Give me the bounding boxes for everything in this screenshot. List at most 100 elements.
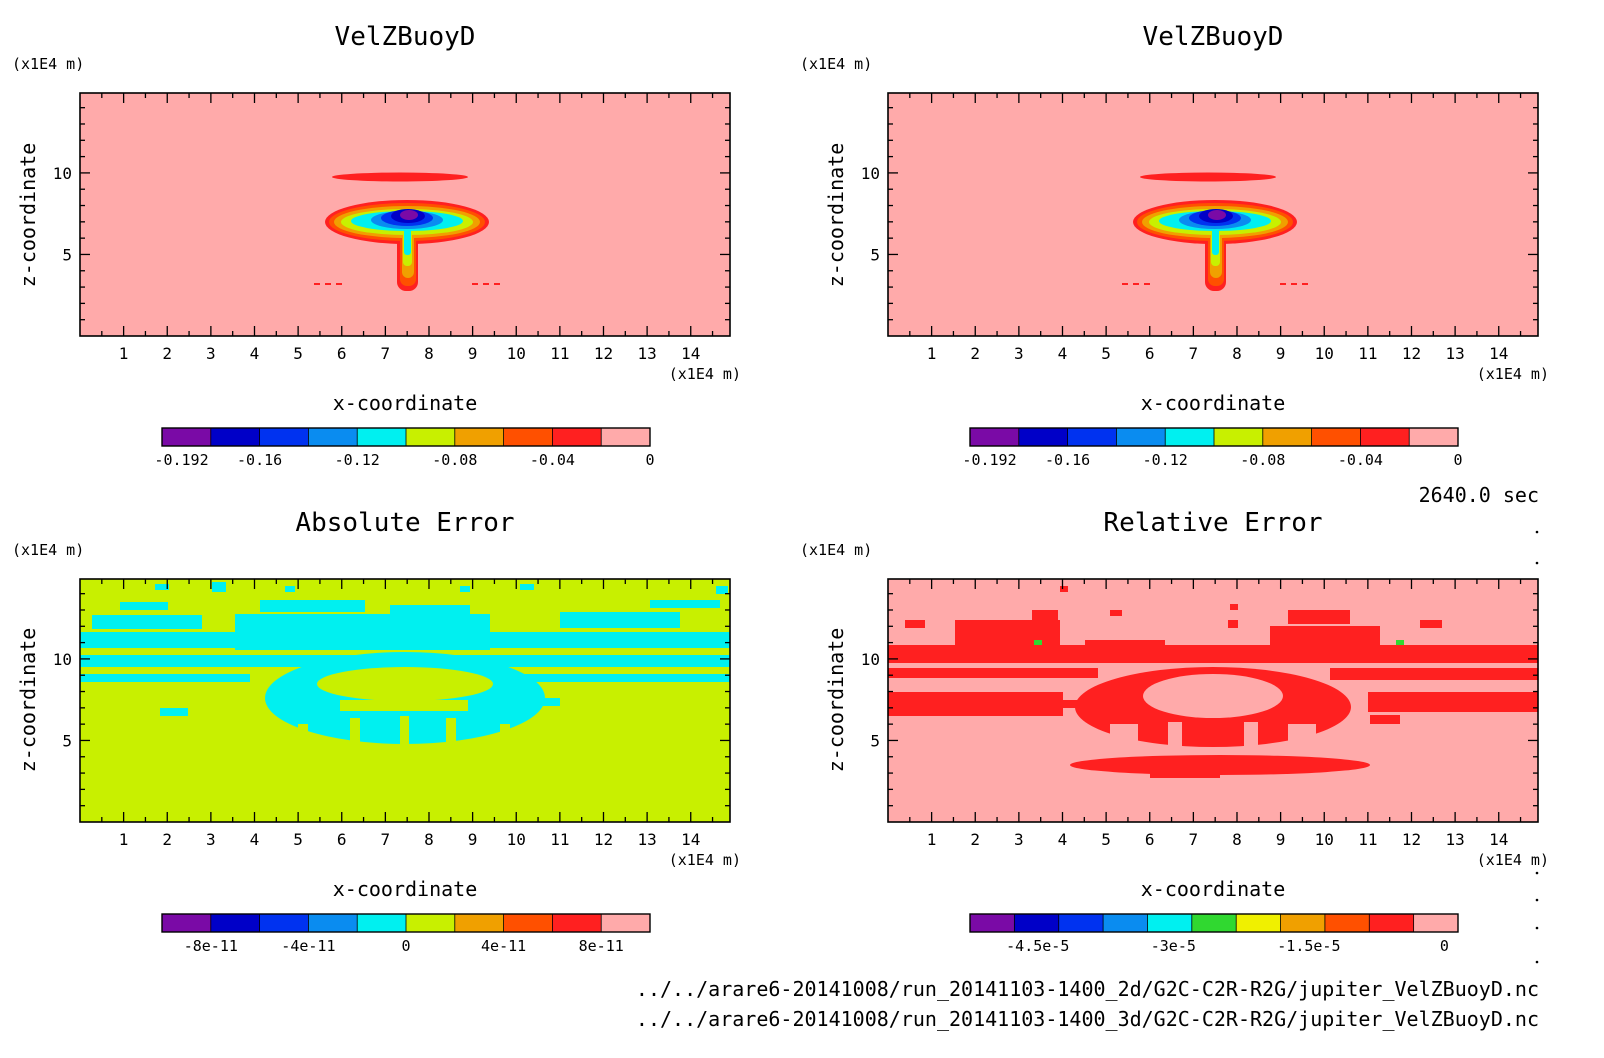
colorbar: -0.192 -0.16 -0.12 -0.08 -0.04 0 <box>962 427 1463 469</box>
y-unit-label: (x1E4 m) <box>12 55 84 73</box>
error-region <box>1110 610 1122 616</box>
dot <box>1535 898 1539 902</box>
ticks <box>80 579 730 822</box>
colorbar-swatch <box>552 914 602 932</box>
x-tick-label: 4 <box>1058 344 1068 363</box>
colorbar-label: 0 <box>401 937 410 955</box>
colorbar: -4.5e-5 -3e-5 -1.5e-5 0 <box>969 913 1459 955</box>
error-region <box>350 718 360 744</box>
plot-frame <box>887 92 1539 337</box>
colorbar-label: -0.12 <box>1143 451 1188 469</box>
time-label: 2640.0 sec <box>1419 483 1539 507</box>
x-tick-label: 14 <box>1489 830 1508 849</box>
x-tick-label: 3 <box>1014 830 1024 849</box>
colorbar-label: 0 <box>1453 451 1462 469</box>
error-region <box>80 674 250 682</box>
x-tick-label: 11 <box>550 344 569 363</box>
colorbar-label: 8e-11 <box>579 937 624 955</box>
error-region <box>1420 620 1442 628</box>
panel-relative-error: Relative Error (x1E4 m) <box>800 508 1549 955</box>
colorbar-label: 4e-11 <box>481 937 526 955</box>
x-unit-label: (x1E4 m) <box>669 365 741 383</box>
colorbar-swatch <box>406 914 456 932</box>
error-region <box>888 692 1063 716</box>
error-region <box>212 582 226 592</box>
colorbar-swatch <box>1360 428 1410 446</box>
x-tick-labels: 1 2 3 4 5 6 7 8 9 10 11 12 13 14 <box>119 830 701 849</box>
x-tick-label: 9 <box>468 344 478 363</box>
x-tick-labels: 1 2 3 4 5 6 7 8 9 10 11 12 13 14 <box>927 344 1509 363</box>
error-region <box>285 586 295 592</box>
error-region <box>1085 640 1165 650</box>
error-region <box>955 620 1060 646</box>
colorbar-swatch <box>406 428 456 446</box>
x-tick-labels: 1 2 3 4 5 6 7 8 9 10 11 12 13 14 <box>119 344 701 363</box>
y-unit-label: (x1E4 m) <box>12 541 84 559</box>
x-tick-label: 3 <box>206 830 216 849</box>
x-tick-label: 13 <box>637 344 656 363</box>
x-tick-label: 2 <box>970 344 980 363</box>
y-tick-label: 10 <box>53 164 72 183</box>
x-tick-label: 11 <box>1358 344 1377 363</box>
colorbar-swatch <box>1324 914 1370 932</box>
error-region <box>400 716 409 744</box>
error-band-lower <box>1070 755 1370 775</box>
plot-area <box>80 93 730 336</box>
y-axis-label: z-coordinate <box>824 143 848 288</box>
colorbar-swatch <box>1018 428 1068 446</box>
x-tick-label: 7 <box>1189 830 1199 849</box>
x-axis-label: x-coordinate <box>333 391 478 415</box>
x-tick-label: 13 <box>637 830 656 849</box>
x-tick-label: 10 <box>507 830 526 849</box>
x-unit-label: (x1E4 m) <box>669 851 741 869</box>
panel-title: Absolute Error <box>295 508 514 538</box>
plot-area <box>888 93 1538 336</box>
colorbar-swatch <box>357 428 407 446</box>
x-tick-label: 13 <box>1445 344 1464 363</box>
colorbar: -8e-11 -4e-11 0 4e-11 8e-11 <box>161 913 651 955</box>
y-tick-labels: 5 10 <box>861 650 880 751</box>
ticks <box>888 579 1538 822</box>
colorbar-swatch <box>1262 428 1312 446</box>
decorative-dots <box>1535 530 1539 964</box>
colorbar-label: -0.192 <box>154 451 208 469</box>
colorbar-label: -1.5e-5 <box>1277 937 1340 955</box>
colorbar-swatch <box>357 914 407 932</box>
x-tick-label: 8 <box>424 344 434 363</box>
x-tick-label: 3 <box>206 344 216 363</box>
colorbar-swatch <box>1311 428 1361 446</box>
contour-level-1 <box>400 210 418 220</box>
x-tick-label: 9 <box>1276 344 1286 363</box>
colorbar-label: -0.16 <box>237 451 282 469</box>
x-tick-label: 10 <box>1315 344 1334 363</box>
error-region <box>260 600 365 612</box>
colorbar-swatch <box>1165 428 1215 446</box>
x-tick-label: 13 <box>1445 830 1464 849</box>
colorbar-frame <box>969 913 1459 933</box>
error-region <box>1060 586 1068 592</box>
colorbar-swatch <box>1369 914 1415 932</box>
x-tick-label: 2 <box>970 830 980 849</box>
dot <box>1535 960 1539 964</box>
y-unit-label: (x1E4 m) <box>800 541 872 559</box>
error-region <box>1288 724 1316 750</box>
error-region <box>1270 626 1380 648</box>
plot-frame <box>887 578 1539 823</box>
x-tick-label: 12 <box>1402 344 1421 363</box>
colorbar-swatch <box>1413 914 1459 932</box>
x-tick-label: 7 <box>1189 344 1199 363</box>
colorbar-swatch <box>454 914 504 932</box>
error-region <box>1168 722 1182 748</box>
colorbar-swatch <box>970 428 1020 446</box>
x-tick-label: 12 <box>594 344 613 363</box>
x-tick-label: 6 <box>1145 344 1155 363</box>
x-tick-label: 10 <box>1315 830 1334 849</box>
panel-title: Relative Error <box>1103 508 1322 538</box>
colorbar-swatch <box>308 428 358 446</box>
error-region <box>1368 692 1538 712</box>
ticks <box>80 93 730 336</box>
colorbar-swatch <box>259 914 309 932</box>
field-band-upper <box>332 172 468 182</box>
x-tick-label: 1 <box>927 344 937 363</box>
y-tick-label: 5 <box>870 731 880 750</box>
